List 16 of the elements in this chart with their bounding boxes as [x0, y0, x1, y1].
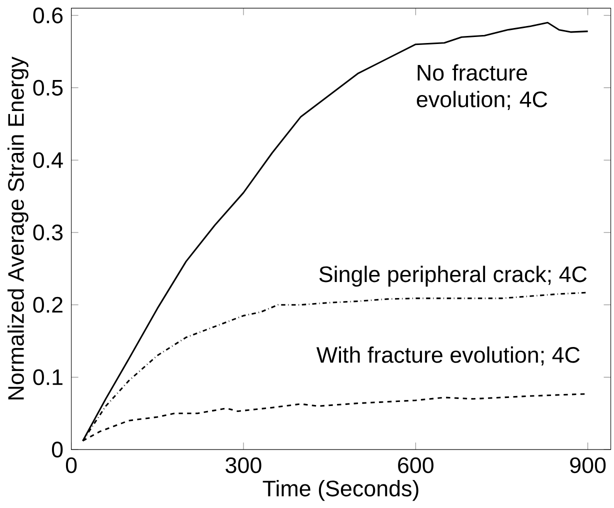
y-tick-label: 0.6	[33, 7, 63, 24]
x-tick-label: 900	[570, 457, 606, 474]
series-label: No fracture evolution; 4C	[416, 64, 548, 110]
y-tick-label: 0	[52, 441, 63, 458]
y-tick-label: 0.4	[33, 152, 63, 168]
y-tick-label: 0.1	[33, 369, 62, 385]
y-tick-label: 0.2	[33, 296, 62, 313]
x-tick-label: 0	[66, 457, 77, 474]
x-tick-label: 600	[398, 457, 434, 474]
y-tick-label: 0.3	[33, 224, 63, 240]
y-tick-label: 0.5	[33, 80, 63, 96]
x-tick-label: 300	[226, 457, 262, 474]
x-axis-title: Time (Seconds)	[262, 480, 418, 501]
y-axis-title: Normalized Average Strain Energy	[7, 56, 28, 400]
series-label: With fracture evolution; 4C	[316, 346, 580, 366]
series-label: Single peripheral crack; 4C	[319, 266, 587, 286]
